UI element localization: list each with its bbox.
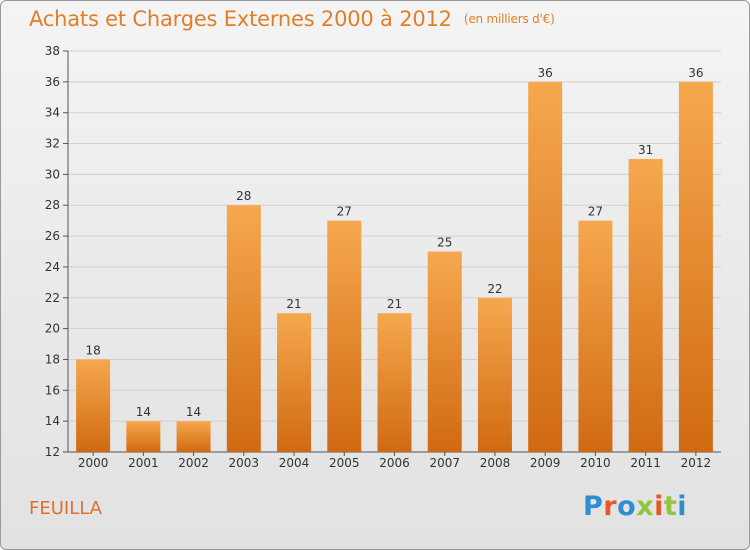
y-tick-label: 18 — [45, 352, 60, 366]
bar — [277, 313, 312, 452]
bar — [578, 220, 613, 452]
x-tick-label: 2007 — [429, 456, 460, 470]
bar — [126, 421, 161, 452]
bar-value-label: 36 — [688, 66, 703, 80]
bar-value-label: 14 — [186, 405, 201, 419]
x-tick-label: 2004 — [279, 456, 310, 470]
bar-value-label: 22 — [487, 282, 502, 296]
y-tick-label: 12 — [45, 445, 60, 459]
chart-unit: (en milliers d'€) — [463, 12, 555, 26]
bar-value-label: 31 — [638, 143, 653, 157]
bar — [427, 251, 462, 452]
bar-value-label: 36 — [538, 66, 553, 80]
bar — [628, 158, 663, 452]
chart-title-text: Achats et Charges Externes 2000 à 2012 — [29, 7, 452, 31]
x-tick-label: 2001 — [128, 456, 159, 470]
bar-value-label: 14 — [136, 405, 151, 419]
bar-value-label: 27 — [588, 205, 603, 219]
bar — [528, 81, 563, 452]
bar-value-label: 25 — [437, 236, 452, 250]
bar-value-label: 21 — [387, 297, 402, 311]
x-tick-label: 2008 — [480, 456, 511, 470]
y-tick-label: 14 — [45, 414, 60, 428]
logo-letter: i — [654, 491, 664, 522]
bar — [477, 297, 512, 452]
bar — [678, 81, 713, 452]
bar — [176, 421, 211, 452]
commune-name: FEUILLA — [29, 498, 102, 519]
logo-letter: r — [603, 491, 618, 522]
bar — [377, 313, 412, 452]
y-tick-label: 22 — [45, 291, 60, 305]
y-tick-label: 26 — [45, 229, 60, 243]
logo-letter: o — [617, 491, 637, 522]
x-tick-label: 2003 — [229, 456, 260, 470]
y-tick-label: 28 — [45, 198, 60, 212]
bar — [226, 205, 261, 452]
logo-letter: x — [636, 491, 655, 522]
x-tick-label: 2009 — [530, 456, 561, 470]
x-tick-label: 2011 — [630, 456, 661, 470]
y-tick-label: 32 — [45, 137, 60, 151]
x-tick-label: 2005 — [329, 456, 360, 470]
x-tick-label: 2000 — [78, 456, 109, 470]
bar-value-label: 28 — [236, 189, 251, 203]
y-tick-label: 34 — [45, 106, 60, 120]
bar-value-label: 21 — [286, 297, 301, 311]
y-tick-label: 38 — [45, 44, 60, 58]
y-tick-label: 24 — [45, 260, 60, 274]
logo-letter: i — [677, 491, 688, 522]
logo-letter: P — [583, 491, 604, 522]
x-tick-label: 2012 — [681, 456, 712, 470]
bar-value-label: 27 — [337, 205, 352, 219]
bar — [76, 359, 111, 452]
bar — [327, 220, 362, 452]
x-tick-label: 2006 — [379, 456, 410, 470]
x-tick-label: 2002 — [178, 456, 209, 470]
bar-value-label: 18 — [85, 343, 100, 357]
y-tick-label: 16 — [45, 383, 60, 397]
x-tick-label: 2010 — [580, 456, 611, 470]
y-tick-label: 20 — [45, 322, 60, 336]
chart-title: Achats et Charges Externes 2000 à 2012 (e… — [29, 7, 555, 31]
y-tick-label: 30 — [45, 167, 60, 181]
proxiti-logo: Proxiti — [583, 491, 687, 522]
logo-letter: t — [663, 491, 678, 522]
y-tick-label: 36 — [45, 75, 60, 89]
